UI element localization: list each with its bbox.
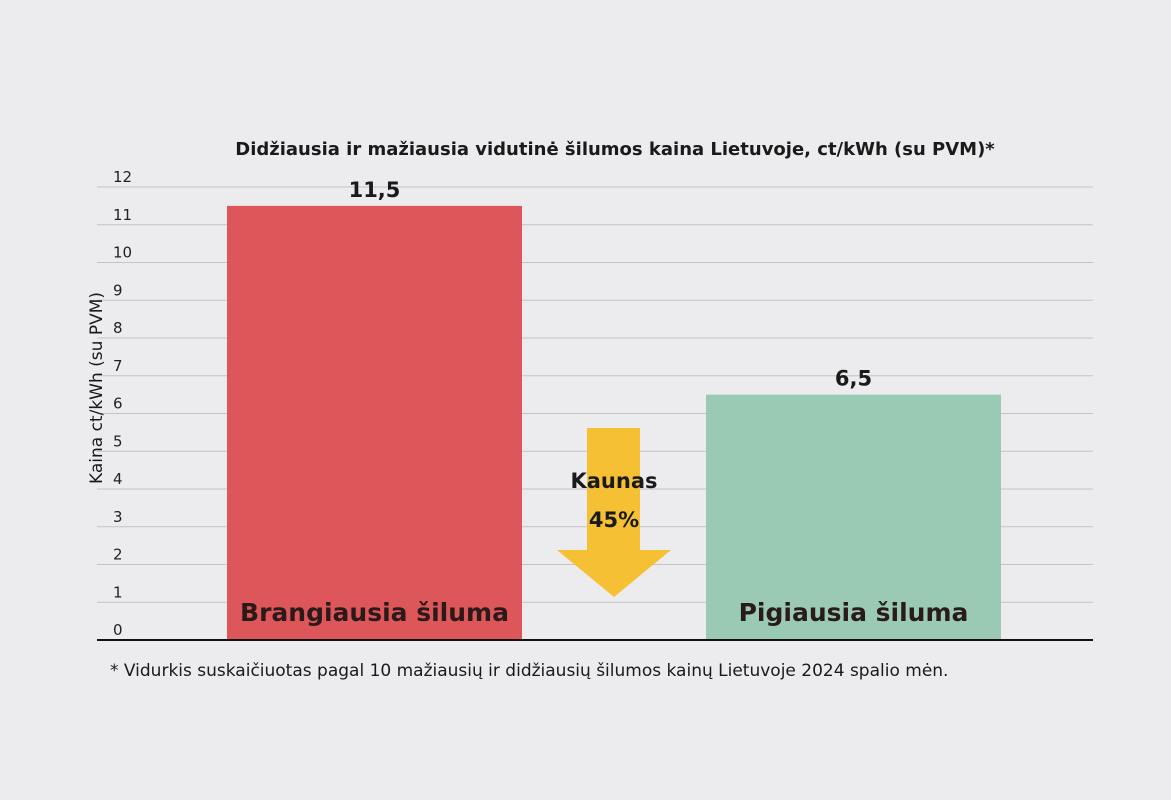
category-label: Brangiausia šiluma <box>240 598 509 627</box>
y-tick-label: 11 <box>113 206 132 224</box>
category-label: Pigiausia šiluma <box>739 598 969 627</box>
bar-value-label: 11,5 <box>349 178 401 202</box>
bar <box>706 394 1001 640</box>
y-tick-label: 0 <box>113 621 123 639</box>
down-arrow-icon <box>557 428 671 597</box>
bar <box>227 205 522 640</box>
y-tick-label: 9 <box>113 281 123 299</box>
y-tick-label: 4 <box>113 470 123 488</box>
bar-value-label: 6,5 <box>835 367 872 391</box>
y-axis-label: Kaina ct/kWh (su PVM) <box>87 292 107 484</box>
y-tick-label: 8 <box>113 319 123 337</box>
y-tick-label: 2 <box>113 546 123 564</box>
y-tick-label: 6 <box>113 395 123 413</box>
bars: 11,5 Brangiausia šiluma 6,5 Pigiausia šilum… <box>227 178 1001 640</box>
y-tick-label: 10 <box>113 244 132 262</box>
annotation-line-2: 45% <box>589 508 639 532</box>
annotation-line-1: Kaunas <box>570 469 657 493</box>
y-tick-label: 7 <box>113 357 123 375</box>
y-tick-label: 12 <box>113 168 132 186</box>
y-tick-label: 5 <box>113 432 123 450</box>
y-tick-label: 3 <box>113 508 123 526</box>
chart-title: Didžiausia ir mažiausia vidutinė šilumos… <box>235 139 995 160</box>
y-tick-label: 1 <box>113 583 123 601</box>
footnote: * Vidurkis suskaičiuotas pagal 10 mažiau… <box>110 661 948 681</box>
